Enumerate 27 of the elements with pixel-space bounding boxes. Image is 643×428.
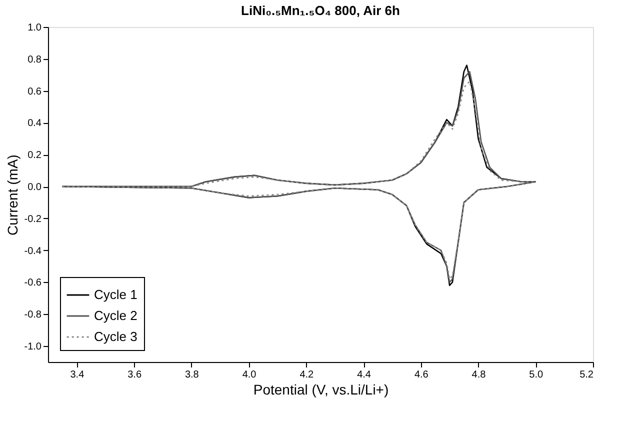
y-tick-label: 1.0 (28, 22, 42, 34)
legend-label: Cycle 1 (94, 287, 138, 302)
y-tick-label: -0.4 (24, 246, 42, 257)
x-tick-label: 4.2 (300, 370, 314, 380)
chart-title: LiNi₀.₅Mn₁.₅O₄ 800, Air 6h (241, 3, 400, 18)
y-tick-label: -1.0 (24, 342, 42, 353)
x-tick-label: 4.4 (357, 370, 372, 380)
legend-label: Cycle 2 (94, 308, 138, 323)
y-tick-label: -0.2 (24, 214, 42, 225)
x-axis-title: Potential (V, vs.Li/Li+) (253, 382, 389, 398)
x-tick-label: 4.0 (242, 370, 257, 380)
x-tick-label: 5.2 (580, 370, 594, 380)
y-axis-title: Current (mA) (4, 154, 20, 236)
x-tick-label: 3.6 (128, 370, 142, 380)
y-tick-label: -0.6 (24, 278, 42, 289)
y-tick-label: 0.8 (28, 54, 42, 66)
y-tick-label: 0.0 (28, 182, 42, 194)
x-tick-label: 4.6 (414, 370, 429, 380)
y-tick-label: -0.8 (24, 310, 42, 321)
x-tick-label: 3.4 (70, 370, 85, 380)
legend-label: Cycle 3 (94, 329, 138, 344)
x-tick-label: 3.8 (184, 370, 200, 380)
y-tick-label: 0.6 (28, 86, 42, 98)
x-tick-label: 4.8 (472, 370, 486, 380)
y-tick-label: 0.2 (28, 150, 42, 162)
y-tick-label: 0.4 (28, 118, 42, 130)
x-tick-label: 5.0 (529, 370, 544, 380)
